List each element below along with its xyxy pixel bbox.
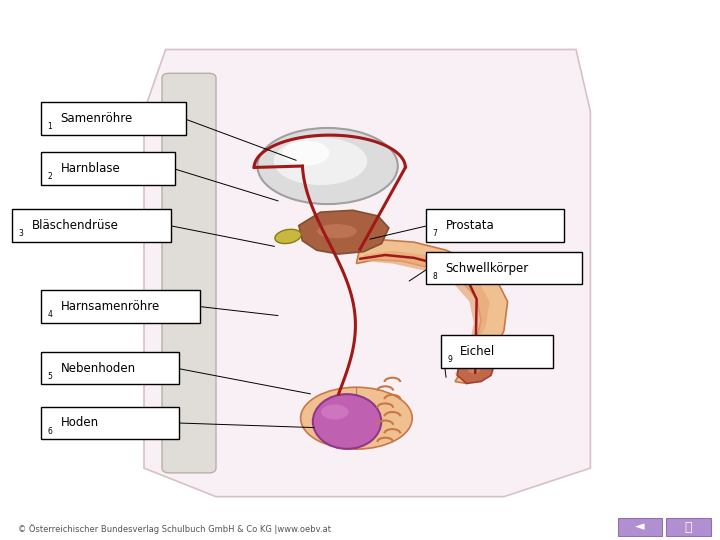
Text: 3: 3 bbox=[19, 230, 24, 238]
Polygon shape bbox=[364, 251, 490, 375]
Text: Eichel: Eichel bbox=[460, 345, 495, 358]
Ellipse shape bbox=[274, 138, 367, 185]
Text: Nebenhoden: Nebenhoden bbox=[60, 362, 135, 375]
FancyBboxPatch shape bbox=[162, 73, 216, 473]
Ellipse shape bbox=[321, 404, 348, 420]
Text: Hoden: Hoden bbox=[60, 416, 99, 429]
Text: 1: 1 bbox=[48, 122, 53, 131]
FancyBboxPatch shape bbox=[426, 210, 564, 242]
Text: Prostata: Prostata bbox=[446, 219, 495, 232]
Text: 6: 6 bbox=[48, 427, 53, 436]
Text: © Österreichischer Bundesverlag Schulbuch GmbH & Co KG |www.oebv.at: © Österreichischer Bundesverlag Schulbuc… bbox=[18, 524, 331, 534]
Text: 4: 4 bbox=[48, 310, 53, 319]
Text: Die männlichen Geschlechtsorgane: Die männlichen Geschlechtsorgane bbox=[18, 11, 374, 29]
Ellipse shape bbox=[318, 224, 357, 238]
FancyBboxPatch shape bbox=[41, 290, 200, 322]
Polygon shape bbox=[356, 240, 508, 383]
Ellipse shape bbox=[283, 141, 329, 166]
Text: 7: 7 bbox=[433, 230, 438, 238]
Ellipse shape bbox=[258, 128, 397, 204]
Text: 9: 9 bbox=[447, 355, 452, 364]
Ellipse shape bbox=[312, 394, 382, 449]
Ellipse shape bbox=[467, 365, 480, 374]
Text: Schwellkörper: Schwellkörper bbox=[446, 262, 529, 275]
Text: Harnblase: Harnblase bbox=[60, 162, 120, 175]
Text: Bläschendrüse: Bläschendrüse bbox=[32, 219, 119, 232]
Text: Harnsamenröhre: Harnsamenröhre bbox=[60, 300, 160, 313]
Text: Samenröhre: Samenröhre bbox=[60, 112, 132, 125]
FancyBboxPatch shape bbox=[41, 102, 186, 134]
Polygon shape bbox=[144, 50, 590, 497]
FancyBboxPatch shape bbox=[426, 252, 582, 285]
FancyBboxPatch shape bbox=[41, 407, 179, 439]
Polygon shape bbox=[299, 210, 389, 254]
Ellipse shape bbox=[275, 230, 301, 244]
FancyBboxPatch shape bbox=[441, 335, 553, 368]
Text: ⓘ: ⓘ bbox=[685, 521, 692, 534]
FancyBboxPatch shape bbox=[618, 518, 662, 536]
Text: 2: 2 bbox=[48, 172, 53, 181]
Text: Bio.TOP 4: Bio.TOP 4 bbox=[603, 11, 702, 29]
FancyBboxPatch shape bbox=[41, 352, 179, 384]
FancyBboxPatch shape bbox=[12, 210, 171, 242]
Text: ◄: ◄ bbox=[635, 521, 644, 534]
Text: 8: 8 bbox=[433, 272, 438, 281]
Text: 5: 5 bbox=[48, 372, 53, 381]
FancyBboxPatch shape bbox=[41, 152, 175, 185]
FancyBboxPatch shape bbox=[666, 518, 711, 536]
Polygon shape bbox=[457, 355, 493, 383]
Ellipse shape bbox=[301, 387, 412, 449]
